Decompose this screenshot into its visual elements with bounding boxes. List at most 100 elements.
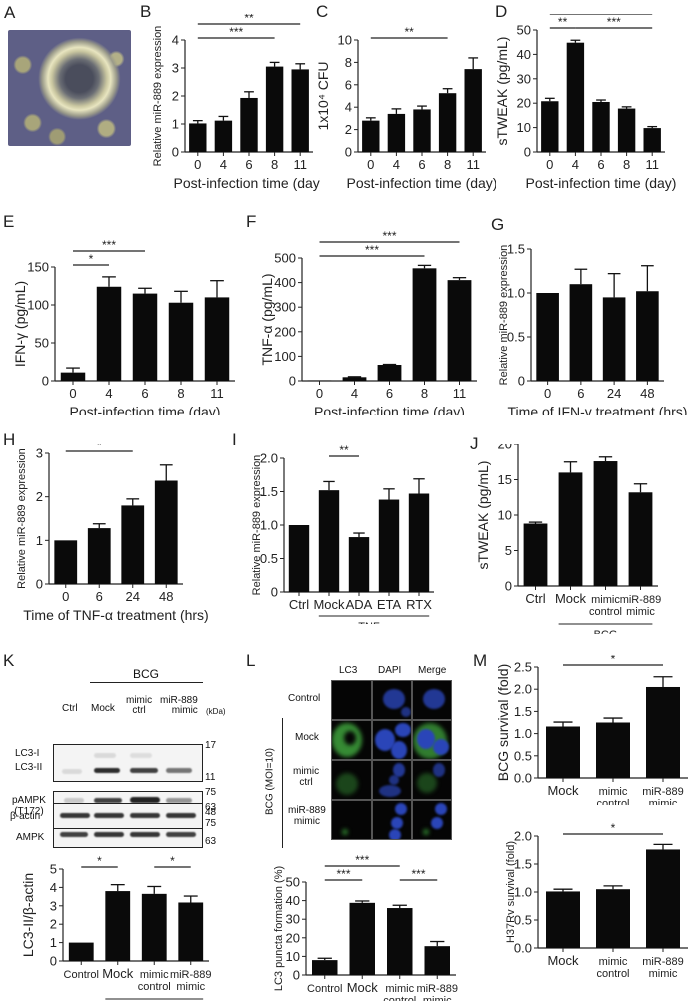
bar bbox=[378, 499, 400, 592]
x-tick-label: control bbox=[138, 981, 171, 993]
y-axis-label: LC3-II/β-actin bbox=[20, 873, 36, 957]
bar bbox=[596, 722, 630, 778]
y-tick-label: 1 bbox=[36, 533, 43, 548]
y-tick-label: 50 bbox=[286, 875, 300, 890]
x-tick-label: Mock bbox=[102, 966, 134, 981]
bar bbox=[413, 109, 431, 152]
x-tick-label: 48 bbox=[640, 386, 654, 401]
y-tick-label: 0 bbox=[293, 968, 300, 983]
significance-label: ** bbox=[596, 14, 606, 15]
chart-H: 0 1 2 3 0 6 24 48 Time of TNF-α treatment (hrs) R… bbox=[16, 444, 209, 623]
y-tick-label: 1.0 bbox=[514, 726, 532, 741]
if-row-mimic2: mimic bbox=[293, 816, 320, 827]
if-col-lc3: LC3 bbox=[339, 665, 358, 676]
x-tick-label: 11 bbox=[453, 386, 467, 401]
lane-label-mimic-ctrl: mimic ctrl bbox=[126, 696, 152, 716]
bar bbox=[121, 505, 145, 584]
x-tick-label: 0 bbox=[62, 589, 69, 604]
panel-label-I: I bbox=[232, 430, 237, 449]
bar bbox=[377, 365, 402, 381]
chart-D: 0 10 20 30 40 50 0 4 6 8 11 Post-infection time (da… bbox=[495, 14, 676, 191]
x-tick-label: mimic bbox=[599, 786, 628, 798]
y-axis-label: sTWEAK (pg/mL) bbox=[495, 37, 510, 146]
group-label: BCG bbox=[594, 629, 618, 634]
y-tick-label: 6 bbox=[345, 77, 352, 92]
blot-lc3 bbox=[53, 744, 203, 782]
x-tick-label: miR-889 bbox=[620, 594, 662, 606]
row-label-pampk: pAMPK (T172) bbox=[12, 795, 46, 817]
marker-17: 17 bbox=[205, 740, 217, 751]
y-tick-label: 2 bbox=[345, 122, 352, 137]
bar bbox=[602, 297, 626, 381]
x-tick-label: 6 bbox=[386, 386, 393, 401]
x-tick-label: 4 bbox=[351, 386, 358, 401]
x-tick-label: 0 bbox=[546, 157, 553, 172]
panel-label-M: M bbox=[473, 651, 488, 670]
lane-label-ctrl: Ctrl bbox=[62, 703, 78, 714]
y-axis-label: IFN-γ (pg/mL) bbox=[12, 281, 28, 367]
western-blot-actin: β-actin bbox=[0, 811, 235, 885]
y-tick-label: 0.5 bbox=[507, 330, 525, 345]
x-tick-label: 4 bbox=[393, 157, 400, 172]
y-axis-label: Relative miR-889 expression bbox=[251, 455, 263, 596]
y-tick-label: 0.0 bbox=[514, 941, 532, 956]
y-axis-label: sTWEAK (pg/mL) bbox=[475, 461, 491, 570]
y-tick-label: 0 bbox=[172, 145, 179, 160]
bar bbox=[178, 902, 204, 961]
if-row-mir889: miR-889 bbox=[288, 805, 326, 816]
row-label-ampk: AMPK bbox=[16, 832, 45, 843]
significance-label: *** bbox=[336, 867, 350, 881]
x-tick-label: mimic bbox=[649, 798, 678, 805]
y-tick-label: 0.5 bbox=[514, 748, 532, 763]
panel-label-F: F bbox=[246, 212, 257, 231]
x-tick-label: 4 bbox=[572, 157, 579, 172]
x-tick-label: miR-889 bbox=[642, 956, 684, 968]
bar bbox=[412, 268, 437, 381]
x-axis-label: Post-infection time (day) bbox=[314, 404, 465, 415]
chart-E: 0 50 100 150 0 4 6 8 11 Post-infection time (day)… bbox=[12, 238, 235, 415]
if-col-merge: Merge bbox=[418, 665, 447, 676]
bar bbox=[168, 302, 194, 381]
x-tick-label: Mock bbox=[313, 597, 345, 612]
panel-label-E: E bbox=[3, 212, 15, 231]
significance-label: ** bbox=[339, 444, 349, 457]
western-blot: BCG Ctrl Mock mimic ctrl miR-889 mimic (… bbox=[0, 660, 235, 860]
y-tick-label: 1.0 bbox=[514, 885, 532, 900]
kda-label: (kDa) bbox=[206, 707, 226, 716]
x-tick-label: miR-889 bbox=[416, 983, 458, 995]
bar bbox=[546, 891, 580, 948]
if-col-dapi: DAPI bbox=[378, 665, 402, 676]
bar bbox=[96, 286, 122, 381]
y-tick-label: 1.5 bbox=[260, 484, 278, 499]
x-tick-label: Mock bbox=[347, 980, 379, 995]
bar bbox=[141, 893, 167, 961]
y-tick-label: 2.0 bbox=[514, 682, 532, 697]
bar bbox=[387, 908, 413, 975]
significance-label: *** bbox=[365, 243, 379, 257]
significance-label: ** bbox=[558, 15, 568, 29]
x-tick-label: 6 bbox=[418, 157, 425, 172]
x-tick-label: miR-889 bbox=[170, 969, 212, 981]
bar bbox=[596, 889, 630, 948]
marker-48: 48 bbox=[205, 807, 217, 818]
lane-label-mimic2: mimic bbox=[171, 705, 198, 716]
x-axis-label: Post-infection time (day) bbox=[347, 175, 496, 191]
marker-63a: 63 bbox=[205, 802, 217, 813]
bar bbox=[408, 493, 430, 592]
if-row-mir889-mimic: miR-889 mimic bbox=[288, 805, 326, 827]
bar bbox=[636, 291, 659, 381]
bar bbox=[523, 523, 548, 586]
x-tick-label: mimic bbox=[599, 956, 628, 968]
bar bbox=[68, 942, 94, 961]
bar bbox=[628, 492, 653, 586]
bar bbox=[646, 686, 680, 778]
x-tick-label: 0 bbox=[316, 386, 323, 401]
y-tick-label: 8 bbox=[345, 55, 352, 70]
panel-label-K: K bbox=[3, 651, 15, 670]
panel-label-L: L bbox=[246, 651, 256, 670]
x-tick-label: 4 bbox=[220, 157, 227, 172]
y-axis-label: Relative miR-889 expression bbox=[16, 448, 28, 589]
bar bbox=[646, 849, 680, 948]
